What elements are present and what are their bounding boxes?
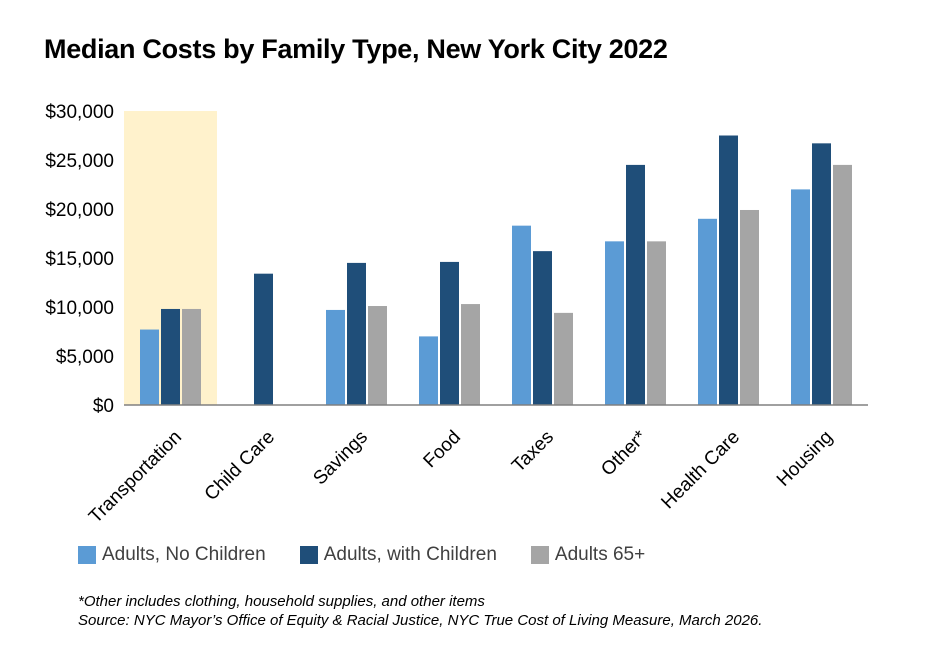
legend-label-no-children: Adults, No Children: [102, 544, 266, 565]
footnote-other-note: *Other includes clothing, household supp…: [78, 593, 485, 610]
category-label-housing: Housing: [773, 427, 837, 491]
legend-swatch-with-children: [299, 546, 318, 564]
bars-layer: [140, 135, 852, 405]
category-label-health-care: Health Care: [657, 427, 744, 514]
bar-housing-adults-with-children: [812, 143, 831, 405]
legend: Adults, No Children Adults, with Childre…: [78, 544, 679, 566]
y-tick-label: $15,000: [45, 249, 114, 270]
category-label-food: Food: [420, 427, 465, 472]
footnote-source: Source: NYC Mayor’s Office of Equity & R…: [78, 612, 763, 629]
footnote: *Other includes clothing, household supp…: [78, 592, 762, 630]
bar-food-adults-65: [461, 304, 480, 405]
legend-item-no-children: Adults, No Children: [78, 544, 266, 566]
legend-label-65-plus: Adults 65+: [554, 544, 646, 565]
bar-food-adults-no-children: [419, 336, 438, 405]
bar-taxes-adults-with-children: [533, 251, 552, 405]
y-tick-label: $20,000: [45, 200, 114, 221]
bar-housing-adults-65: [833, 164, 852, 405]
category-labels: Transportation Child Care Savings Food Taxes…: [85, 426, 837, 527]
y-tick-label: $10,000: [45, 298, 114, 319]
legend-label-with-children: Adults, with Children: [323, 544, 497, 565]
bar-housing-adults-no-children: [791, 189, 810, 405]
bar-other-adults-no-children: [605, 241, 624, 405]
bar-other-adults-65: [647, 241, 666, 405]
y-tick-label: $0: [93, 396, 114, 417]
bar-health-care-adults-65: [740, 209, 759, 405]
legend-swatch-65-plus: [530, 546, 549, 564]
bar-transportation-adults-no-children: [140, 329, 159, 405]
y-tick-label: $25,000: [45, 151, 114, 172]
bar-savings-adults-no-children: [326, 309, 345, 405]
y-tick-label: $5,000: [56, 347, 114, 368]
category-label-other: Other*: [597, 426, 651, 480]
bar-savings-adults-65: [368, 306, 387, 405]
category-label-taxes: Taxes: [508, 427, 558, 477]
legend-item-65-plus: Adults 65+: [530, 544, 646, 566]
legend-item-with-children: Adults, with Children: [299, 544, 497, 566]
bar-child-care-adults-with-children: [254, 273, 273, 405]
category-label-transportation: Transportation: [85, 427, 186, 528]
bar-chart: $0 $5,000 $10,000 $15,000 $20,000 $25,000 $30,…: [45, 102, 868, 528]
y-tick-labels: $0 $5,000 $10,000 $15,000 $20,000 $25,000 $30,…: [45, 102, 114, 417]
bar-transportation-adults-with-children: [161, 308, 180, 405]
y-tick-label: $30,000: [45, 102, 114, 123]
bar-health-care-adults-with-children: [719, 135, 738, 405]
bar-health-care-adults-no-children: [698, 218, 717, 405]
bar-transportation-adults-65: [182, 308, 201, 405]
bar-taxes-adults-no-children: [512, 225, 531, 405]
chart-title: Median Costs by Family Type, New York Ci…: [44, 34, 668, 64]
category-label-child-care: Child Care: [201, 427, 279, 505]
bar-savings-adults-with-children: [347, 262, 366, 405]
legend-swatch-no-children: [78, 546, 96, 564]
bar-taxes-adults-65: [554, 312, 573, 405]
bar-food-adults-with-children: [440, 261, 459, 405]
bar-other-adults-with-children: [626, 164, 645, 405]
category-label-savings: Savings: [309, 427, 372, 490]
